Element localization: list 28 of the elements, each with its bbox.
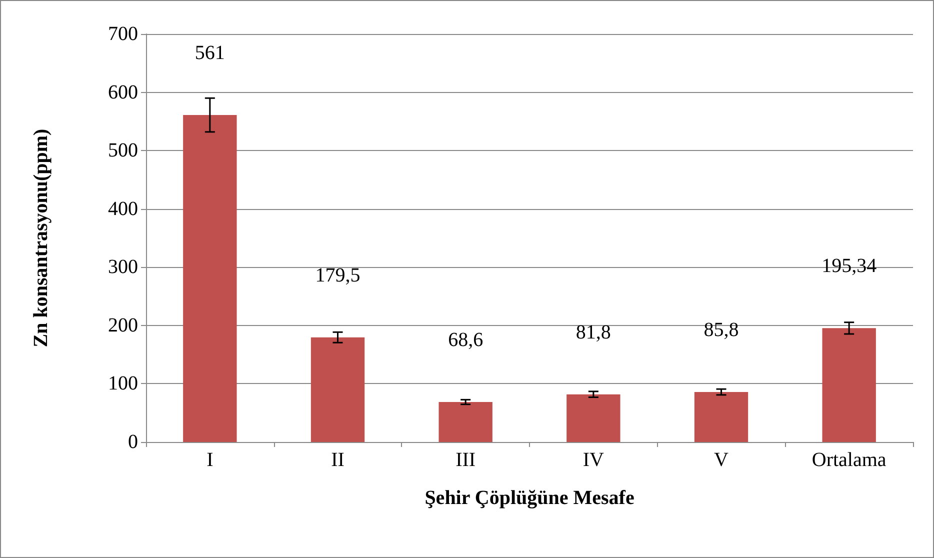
data-label: 68,6 [448, 329, 484, 352]
x-tick-label: Ortalama [812, 449, 886, 471]
data-label: 561 [194, 42, 225, 64]
x-tick-label: II [331, 449, 344, 471]
data-label: 195,34 [822, 255, 877, 278]
y-tick-label: 600 [108, 81, 138, 104]
x-axis-title: Şehir Çöplüğüne Mesafe [424, 487, 634, 509]
bar [822, 328, 876, 442]
y-tick-label: 300 [108, 256, 138, 278]
y-tick-label: 200 [108, 314, 138, 336]
y-tick-label: 500 [108, 140, 138, 162]
x-tick-label: V [714, 449, 730, 471]
bar [438, 402, 492, 442]
y-tick-label: 100 [108, 372, 138, 395]
y-tick-label: 400 [108, 198, 138, 220]
y-tick-label: 0 [128, 431, 138, 453]
data-label: 81,8 [576, 321, 611, 344]
y-axis-title: Zn konsantrasyonu(ppm) [30, 128, 52, 348]
bar [310, 337, 365, 442]
x-tick-label: III [456, 449, 476, 471]
bar [566, 394, 620, 442]
bar [183, 115, 237, 442]
y-tick-label: 700 [108, 23, 138, 45]
data-label: 85,8 [704, 318, 739, 341]
x-tick-label: IV [582, 449, 605, 471]
data-label: 179,5 [315, 264, 360, 286]
x-tick-label: I [206, 449, 214, 471]
bar [694, 392, 748, 442]
